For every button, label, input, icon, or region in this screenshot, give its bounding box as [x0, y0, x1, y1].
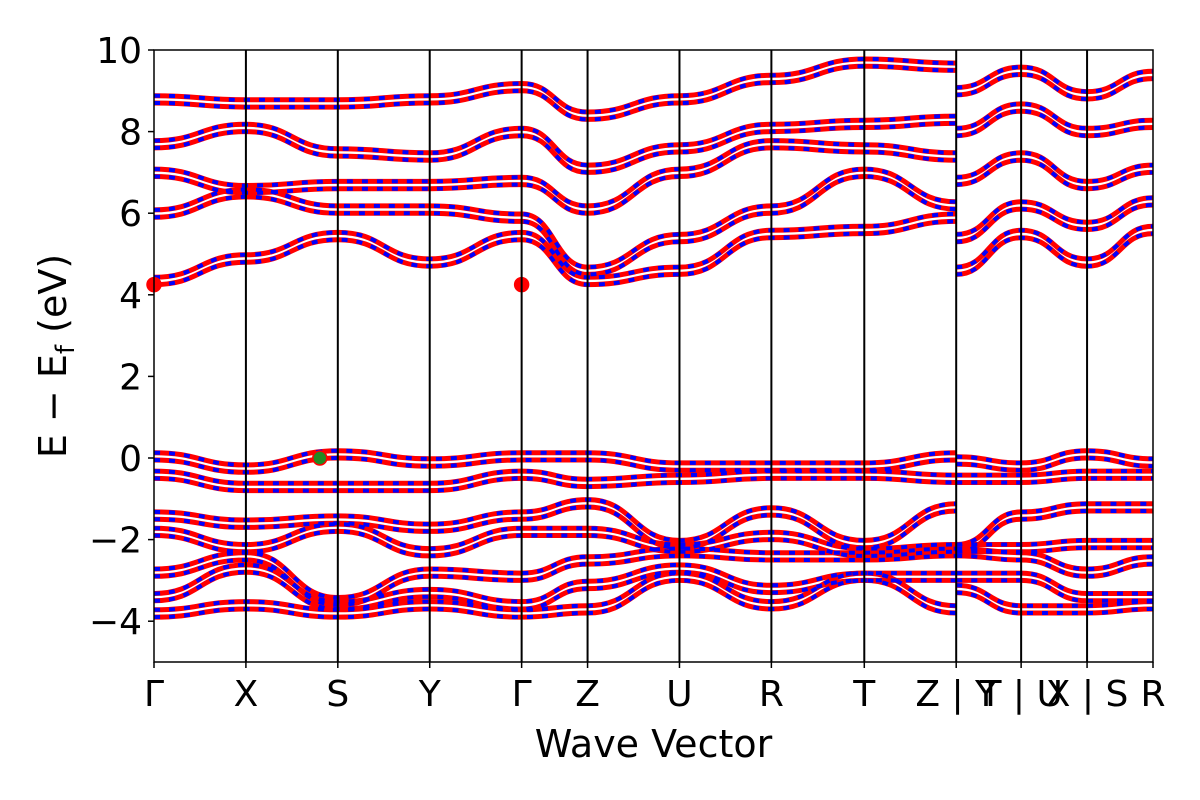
x-tick-label-11: X | S — [1046, 674, 1129, 715]
y-tick-label-0: −4 — [89, 602, 142, 643]
band-line-blue-11 — [154, 578, 1153, 620]
band-line-blue-7 — [154, 504, 1153, 554]
x-tick-label-1: X — [234, 674, 259, 715]
band-line-red-4 — [154, 63, 1153, 122]
y-ticks: −4 −2 0 2 4 6 8 10 — [89, 31, 154, 643]
band-line-red-0 — [154, 218, 1153, 288]
band-line-blue-offset-11 — [154, 571, 1153, 612]
band-line-blue-offset-0 — [154, 212, 1153, 280]
band-line-blue-10 — [154, 570, 1153, 612]
band-line-blue-offset-6 — [154, 469, 1153, 486]
y-axis-label-subscript: f — [51, 344, 81, 354]
band-line-blue-offset-10 — [154, 562, 1153, 604]
x-tick-label-2: S — [326, 674, 349, 715]
band-line-blue-offset-4 — [154, 56, 1153, 115]
band-line-blue-3 — [154, 109, 1153, 175]
y-tick-label-4: 4 — [119, 276, 142, 317]
x-tick-label-3: Y — [418, 674, 442, 715]
band-line-blue-offset-9 — [154, 546, 1153, 600]
vbm-marker — [312, 450, 328, 466]
band-line-blue-offset-2 — [154, 138, 1153, 208]
y-axis-label-unit — [31, 333, 75, 345]
x-tick-label-4: Γ — [512, 674, 532, 715]
y-tick-label-6: 8 — [119, 113, 142, 154]
plot-frame — [153, 49, 1154, 663]
x-tick-label-6: U — [666, 674, 692, 715]
y-axis-label-main: E − E — [31, 354, 75, 458]
x-tick-label-0: Γ — [144, 674, 164, 715]
x-tick-label-12: R — [1140, 674, 1165, 715]
y-axis-label: E − Ef (eV) — [31, 254, 81, 458]
x-ticks: Γ X S Y Γ Z U R T Z | YT | UX | S R — [144, 662, 1166, 715]
band-line-blue-offset-1 — [154, 167, 1153, 270]
bands-layer — [154, 56, 1153, 620]
band-line-blue-offset-3 — [154, 101, 1153, 168]
y-tick-label-2: 0 — [119, 439, 142, 480]
x-axis-label: Wave Vector — [535, 722, 773, 766]
band-line-blue-0 — [154, 219, 1153, 287]
y-tick-label-7: 10 — [96, 31, 142, 72]
y-tick-label-3: 2 — [119, 357, 142, 398]
band-line-blue-5 — [154, 455, 1153, 475]
y-axis-label-unit-text: (eV) — [31, 254, 75, 333]
x-tick-label-7: R — [759, 674, 784, 715]
y-tick-label-5: 6 — [119, 194, 142, 235]
x-tick-label-8: T — [852, 674, 876, 715]
kpoint-lines — [244, 50, 1089, 662]
band-line-blue-offset-5 — [154, 448, 1153, 467]
band-line-blue-4 — [154, 64, 1153, 122]
x-tick-label-5: Z — [575, 674, 600, 715]
x-tick-label-10: T | U — [978, 674, 1062, 715]
band-line-blue-offset-7 — [154, 497, 1153, 547]
band-line-blue-1 — [154, 174, 1153, 277]
band-line-blue-6 — [154, 476, 1153, 493]
x-tick-label-9: Z | Y — [915, 674, 998, 715]
y-tick-label-1: −2 — [89, 521, 142, 562]
band-line-blue-offset-8 — [154, 522, 1153, 551]
band-line-blue-2 — [154, 145, 1153, 216]
